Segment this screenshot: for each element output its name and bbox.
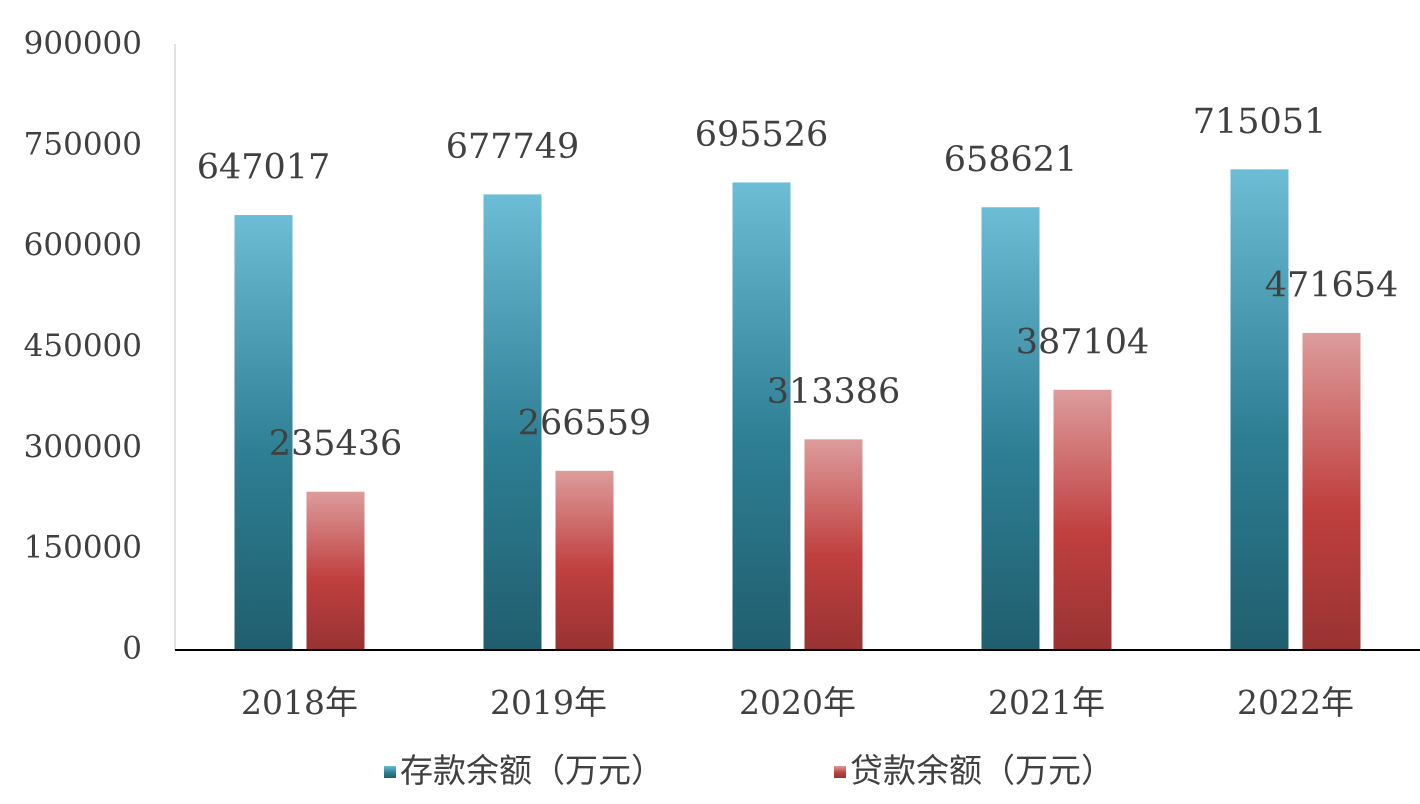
y-tick-label: 900000 <box>24 26 142 62</box>
y-tick-label: 750000 <box>24 126 142 162</box>
x-tick-label: 2021年 <box>988 683 1105 722</box>
legend-swatch <box>834 766 846 778</box>
value-label: 647017 <box>197 148 331 188</box>
y-tick-label: 600000 <box>24 227 142 263</box>
y-tick-label: 300000 <box>24 429 142 465</box>
value-label: 266559 <box>518 403 652 443</box>
value-label: 313386 <box>767 372 901 412</box>
x-tick-label: 2020年 <box>739 683 856 722</box>
value-label: 695526 <box>695 115 829 155</box>
bar <box>804 439 863 650</box>
value-label: 677749 <box>446 127 580 167</box>
bar <box>1302 332 1361 650</box>
bar <box>1230 169 1289 650</box>
y-tick-label: 450000 <box>24 328 142 364</box>
legend-label: 存款余额（万元） <box>400 751 664 790</box>
bar <box>1053 389 1112 650</box>
value-label: 235436 <box>269 424 403 464</box>
x-tick-label: 2019年 <box>490 683 607 722</box>
y-tick-label: 0 <box>122 631 142 667</box>
value-label: 658621 <box>944 140 1078 180</box>
x-tick-label: 2018年 <box>241 683 358 722</box>
bar <box>981 207 1040 651</box>
bar <box>555 470 614 650</box>
y-tick-label: 150000 <box>24 530 142 566</box>
value-label: 387104 <box>1016 322 1150 362</box>
x-tick-label: 2022年 <box>1237 683 1354 722</box>
value-label: 715051 <box>1193 102 1327 142</box>
legend-label: 贷款余额（万元） <box>850 751 1114 790</box>
bar <box>732 182 791 650</box>
bar <box>306 491 365 650</box>
bar <box>483 194 542 651</box>
value-label: 471654 <box>1265 265 1399 305</box>
legend-swatch <box>384 766 396 778</box>
bar <box>234 215 293 650</box>
